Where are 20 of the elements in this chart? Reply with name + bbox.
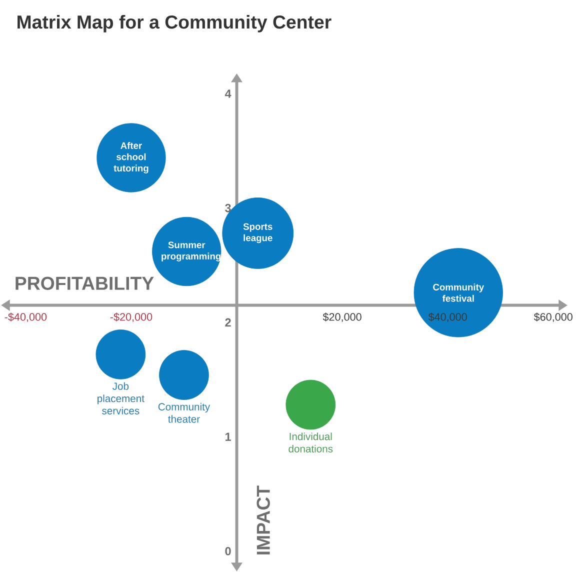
x-tick-label: $60,000 [534, 312, 572, 322]
x-tick-label: $40,000 [428, 312, 467, 322]
y-tick-label: 2 [225, 318, 231, 326]
annotation: Sports league [243, 223, 272, 243]
y-tick-label: 0 [225, 546, 231, 556]
y-tick-label: 3 [225, 204, 231, 212]
y-tick-label: 4 [224, 89, 232, 98]
annotation: Summer programming [162, 241, 221, 262]
annotation: After school tutoring [114, 142, 148, 174]
x-axis-title: PROFITABILITY [16, 276, 154, 290]
annotation: Individual donations [288, 432, 333, 452]
chart-title: Matrix Map for a Community Center [18, 14, 332, 32]
annotation: Job placement services [98, 382, 144, 414]
y-tick-label: 1 [226, 432, 231, 441]
annotation: Community theater [158, 402, 210, 423]
x-tick-label: $20,000 [322, 312, 362, 322]
y-axis-title: IMPACT [256, 485, 270, 554]
annotation: Community festival [433, 283, 484, 302]
x-tick-label: -$20,000 [110, 312, 152, 322]
x-tick-label: -$40,000 [4, 312, 47, 322]
